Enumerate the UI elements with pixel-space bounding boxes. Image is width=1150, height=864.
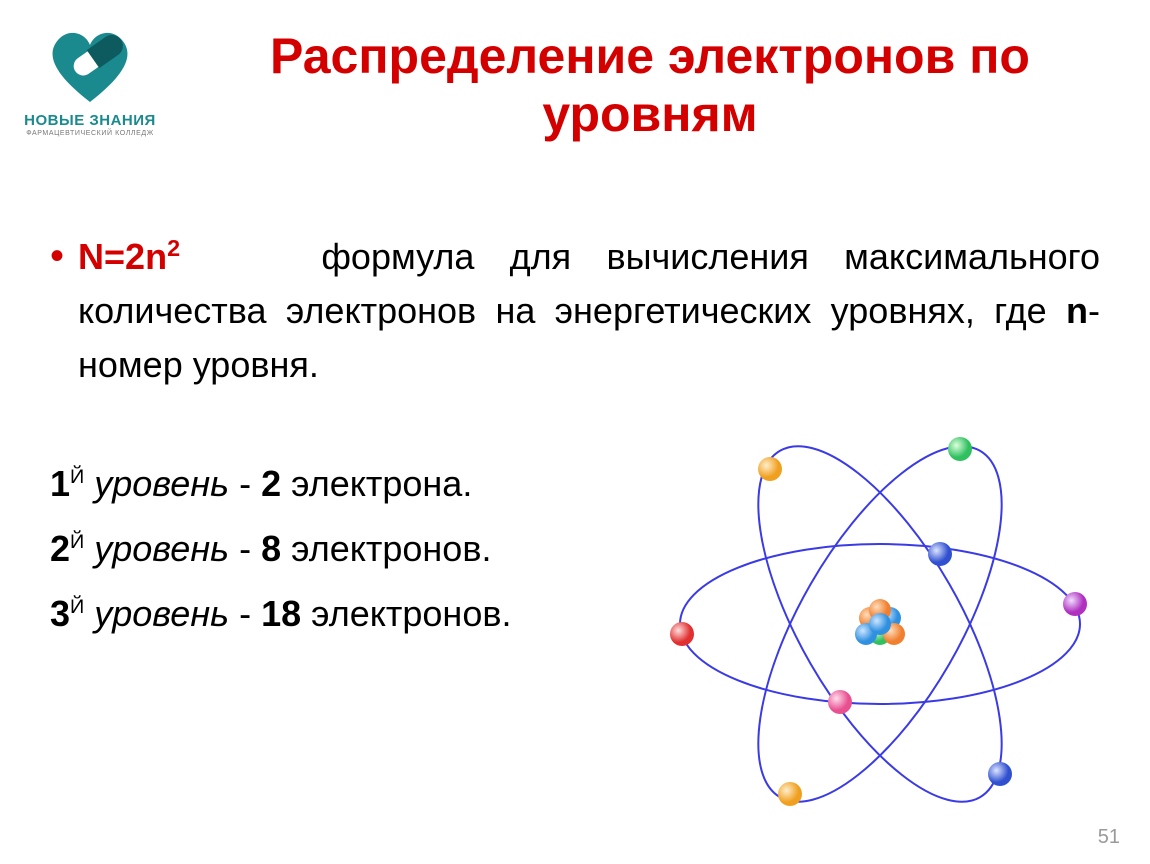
logo-name: НОВЫЕ ЗНАНИЯ <box>20 112 160 129</box>
nucleus <box>855 599 905 645</box>
level-word: уровень <box>94 593 229 634</box>
atom-diagram <box>640 424 1120 824</box>
level-electrons: 8 <box>261 528 281 569</box>
level-electrons: 2 <box>261 463 281 504</box>
formula-text: N=2n2 формула для вычисления максимально… <box>78 230 1100 392</box>
formula-var: n <box>1066 290 1088 331</box>
formula-rhs-exp: 2 <box>167 235 180 261</box>
level-unit: электронов. <box>291 528 491 569</box>
formula-desc-1: формула для вычисления максимального кол… <box>78 236 1100 331</box>
level-sep: - <box>229 463 261 504</box>
level-word: уровень <box>94 463 229 504</box>
page-number: 51 <box>1098 826 1120 849</box>
level-ord: Й <box>70 531 84 553</box>
logo-mark <box>40 20 140 110</box>
level-n: 1 <box>50 463 70 504</box>
level-electrons: 18 <box>261 593 301 634</box>
logo: НОВЫЕ ЗНАНИЯ ФАРМАЦЕВТИЧЕСКИЙ КОЛЛЕДЖ <box>20 20 160 137</box>
formula-rhs-base: 2n <box>125 236 167 277</box>
slide-title: Распределение электронов по уровням <box>190 28 1110 143</box>
logo-subtitle: ФАРМАЦЕВТИЧЕСКИЙ КОЛЛЕДЖ <box>20 130 160 137</box>
bullet-icon: • <box>50 230 64 282</box>
level-word: уровень <box>94 528 229 569</box>
formula-lhs: N <box>78 236 104 277</box>
level-ord: Й <box>70 466 84 488</box>
level-sep: - <box>229 528 261 569</box>
formula-block: • N=2n2 формула для вычисления максималь… <box>50 230 1100 392</box>
level-n: 2 <box>50 528 70 569</box>
level-unit: электронов. <box>311 593 511 634</box>
level-sep: - <box>229 593 261 634</box>
level-n: 3 <box>50 593 70 634</box>
level-ord: Й <box>70 596 84 618</box>
level-unit: электрона. <box>291 463 472 504</box>
